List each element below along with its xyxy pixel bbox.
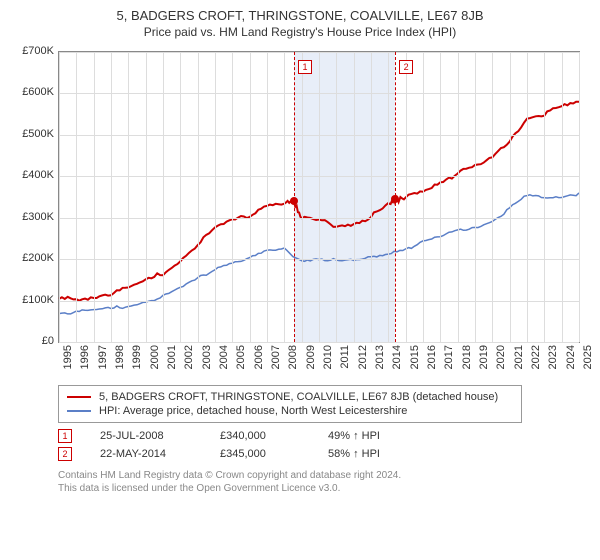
- legend-item: 5, BADGERS CROFT, THRINGSTONE, COALVILLE…: [67, 390, 513, 404]
- x-axis-label: 2017: [443, 345, 455, 369]
- x-axis-label: 2021: [513, 345, 525, 369]
- x-axis-label: 1999: [131, 345, 143, 369]
- footer-line-2: This data is licensed under the Open Gov…: [58, 482, 588, 495]
- y-axis-label: £200K: [22, 252, 54, 264]
- y-axis-label: £500K: [22, 128, 54, 140]
- y-axis-label: £600K: [22, 86, 54, 98]
- x-axis-label: 2011: [339, 345, 351, 369]
- price-chart: 1 2 £0 £100K £200K £300K £400K £500K £600K £700K…: [12, 47, 588, 377]
- x-axis-label: 2007: [270, 345, 282, 369]
- sale-row-marker: 1: [58, 429, 72, 443]
- x-axis-label: 2019: [478, 345, 490, 369]
- footer-line-1: Contains HM Land Registry data © Crown c…: [58, 469, 588, 482]
- x-axis-label: 2001: [166, 345, 178, 369]
- legend-swatch: [67, 410, 91, 412]
- x-axis-label: 2016: [426, 345, 438, 369]
- legend: 5, BADGERS CROFT, THRINGSTONE, COALVILLE…: [58, 385, 522, 423]
- sale-date: 22-MAY-2014: [100, 448, 192, 460]
- legend-swatch: [67, 396, 91, 398]
- x-axis-label: 2009: [305, 345, 317, 369]
- y-axis-label: £700K: [22, 45, 54, 57]
- x-axis-label: 2000: [149, 345, 161, 369]
- y-axis-label: £100K: [22, 294, 54, 306]
- x-axis-label: 1998: [114, 345, 126, 369]
- x-axis-label: 2012: [357, 345, 369, 369]
- page-title: 5, BADGERS CROFT, THRINGSTONE, COALVILLE…: [12, 8, 588, 23]
- x-axis-label: 2008: [287, 345, 299, 369]
- x-axis-label: 2022: [530, 345, 542, 369]
- x-axis-label: 2025: [582, 345, 594, 369]
- sale-hpi: 58% ↑ HPI: [328, 448, 418, 460]
- y-axis-label: £300K: [22, 211, 54, 223]
- x-axis-label: 2010: [322, 345, 334, 369]
- x-axis-label: 2024: [565, 345, 577, 369]
- x-axis-label: 2006: [253, 345, 265, 369]
- y-axis-label: £400K: [22, 169, 54, 181]
- x-axis-label: 2005: [235, 345, 247, 369]
- page-subtitle: Price paid vs. HM Land Registry's House …: [12, 25, 588, 39]
- x-axis-label: 2023: [547, 345, 559, 369]
- legend-label: HPI: Average price, detached house, Nort…: [99, 405, 407, 417]
- attribution-footer: Contains HM Land Registry data © Crown c…: [58, 469, 588, 495]
- legend-label: 5, BADGERS CROFT, THRINGSTONE, COALVILLE…: [99, 391, 498, 403]
- x-axis-label: 2014: [391, 345, 403, 369]
- sale-event-marker: 2: [399, 60, 413, 74]
- x-axis-label: 2018: [461, 345, 473, 369]
- sale-price: £345,000: [220, 448, 300, 460]
- sale-row-marker: 2: [58, 447, 72, 461]
- x-axis-label: 2003: [201, 345, 213, 369]
- x-axis-label: 2004: [218, 345, 230, 369]
- sales-table: 1 25-JUL-2008 £340,000 49% ↑ HPI 2 22-MAY-201…: [58, 429, 588, 461]
- x-axis-label: 1996: [79, 345, 91, 369]
- sale-point-dot: [391, 195, 399, 203]
- y-axis-label: £0: [42, 335, 54, 347]
- sale-date: 25-JUL-2008: [100, 430, 192, 442]
- sale-price: £340,000: [220, 430, 300, 442]
- sale-row: 1 25-JUL-2008 £340,000 49% ↑ HPI: [58, 429, 588, 443]
- x-axis-label: 2015: [409, 345, 421, 369]
- sale-hpi: 49% ↑ HPI: [328, 430, 418, 442]
- x-axis-label: 2002: [183, 345, 195, 369]
- x-axis-label: 2013: [374, 345, 386, 369]
- sale-event-marker: 1: [298, 60, 312, 74]
- x-axis-label: 1995: [62, 345, 74, 369]
- x-axis-label: 1997: [97, 345, 109, 369]
- sale-point-dot: [290, 197, 298, 205]
- sale-row: 2 22-MAY-2014 £345,000 58% ↑ HPI: [58, 447, 588, 461]
- legend-item: HPI: Average price, detached house, Nort…: [67, 404, 513, 418]
- x-axis-label: 2020: [495, 345, 507, 369]
